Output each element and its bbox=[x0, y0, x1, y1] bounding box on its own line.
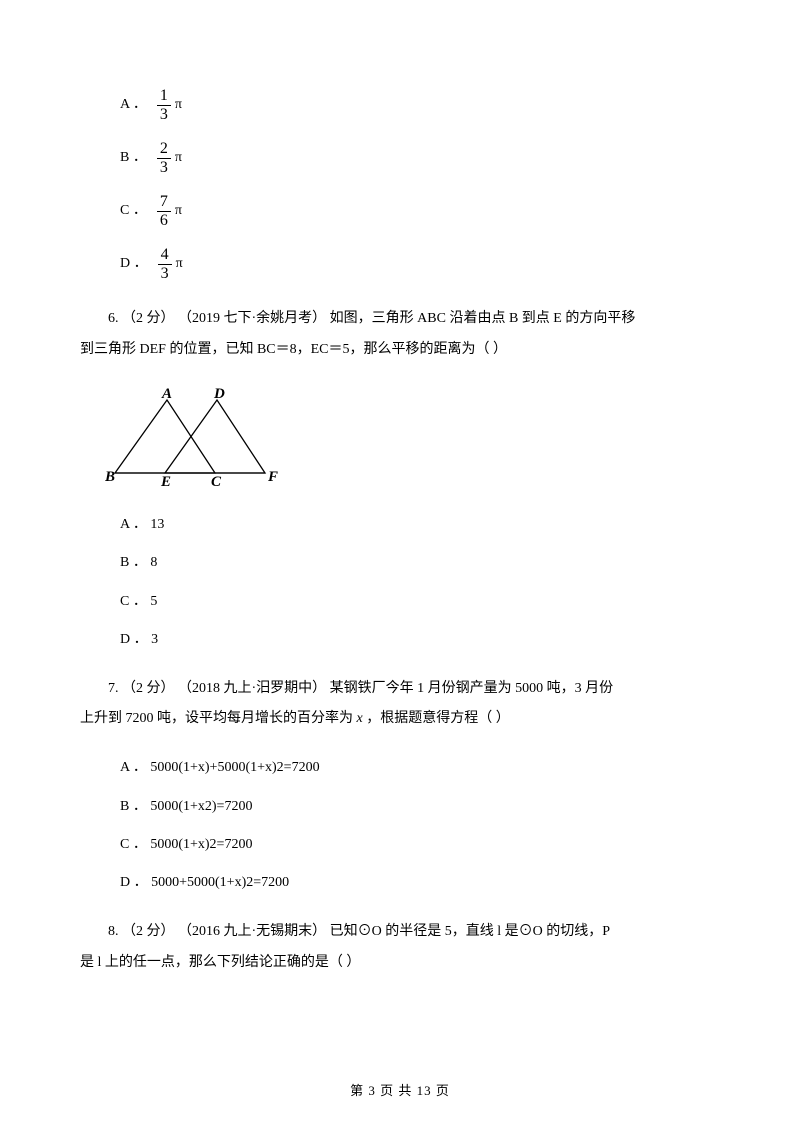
q8-stem-line1: 8. （2 分） （2016 九上·无锡期末） 已知⊙O 的半径是 5，直线 l… bbox=[108, 924, 610, 939]
pi-suffix: π bbox=[175, 200, 182, 222]
q6-figure: A D B E C F bbox=[105, 388, 720, 496]
numerator: 1 bbox=[157, 88, 171, 106]
choice-label: C ． bbox=[120, 200, 147, 222]
q7-choice-d: D ． 5000+5000(1+x)2=7200 bbox=[120, 872, 720, 894]
q5-choice-d: D ． 4 3 π bbox=[120, 247, 720, 282]
denominator: 3 bbox=[160, 106, 168, 123]
q6-stem-line2: 到三角形 DEF 的位置，已知 BC＝8，EC＝5，那么平移的距离为（ ） bbox=[80, 335, 507, 366]
triangle-def bbox=[165, 400, 265, 473]
q5-choice-a: A ． 1 3 π bbox=[120, 88, 720, 123]
label-e: E bbox=[160, 474, 171, 488]
q6-choice-c: C ． 5 bbox=[120, 591, 720, 613]
q7-stem-line2-part: 上升到 7200 吨，设平均每月增长的百分率为 bbox=[80, 711, 357, 726]
pi-suffix: π bbox=[175, 147, 182, 169]
q7-choice-b: B ． 5000(1+x2)=7200 bbox=[120, 796, 720, 818]
q6-stem: 6. （2 分） （2019 七下·余姚月考） 如图，三角形 ABC 沿着由点 … bbox=[80, 304, 720, 366]
fraction: 1 3 bbox=[157, 88, 171, 123]
q5-choice-c: C ． 7 6 π bbox=[120, 194, 720, 229]
page-footer: 第 3 页 共 13 页 bbox=[0, 1081, 800, 1102]
fraction: 4 3 bbox=[158, 247, 172, 282]
choice-label: D ． bbox=[120, 253, 148, 275]
q8-stem: 8. （2 分） （2016 九上·无锡期末） 已知⊙O 的半径是 5，直线 l… bbox=[80, 917, 720, 979]
denominator: 3 bbox=[161, 265, 169, 282]
label-a: A bbox=[161, 388, 172, 402]
numerator: 4 bbox=[158, 247, 172, 265]
fraction: 7 6 bbox=[157, 194, 171, 229]
q6-choice-a: A ． 13 bbox=[120, 514, 720, 536]
choice-label: B ． bbox=[120, 147, 147, 169]
triangle-abc bbox=[115, 400, 215, 473]
label-b: B bbox=[105, 469, 115, 485]
choice-label: A ． bbox=[120, 94, 147, 116]
label-c: C bbox=[211, 474, 222, 488]
numerator: 7 bbox=[157, 194, 171, 212]
q8-stem-line2: 是 l 上的任一点，那么下列结论正确的是（ ） bbox=[80, 955, 360, 970]
fraction: 2 3 bbox=[157, 141, 171, 176]
q7-stem: 7. （2 分） （2018 九上·汨罗期中） 某钢铁厂今年 1 月份钢产量为 … bbox=[80, 674, 720, 736]
denominator: 6 bbox=[160, 212, 168, 229]
numerator: 2 bbox=[157, 141, 171, 159]
label-d: D bbox=[213, 388, 225, 402]
q5-choice-b: B ． 2 3 π bbox=[120, 141, 720, 176]
q7-choice-a: A ． 5000(1+x)+5000(1+x)2=7200 bbox=[120, 757, 720, 779]
denominator: 3 bbox=[160, 159, 168, 176]
q7-choice-c: C ． 5000(1+x)2=7200 bbox=[120, 834, 720, 856]
q7-stem-tail: ，根据题意得方程（ ） bbox=[363, 711, 510, 726]
pi-suffix: π bbox=[175, 94, 182, 116]
q6-choice-b: B ． 8 bbox=[120, 552, 720, 574]
q6-choice-d: D ． 3 bbox=[120, 629, 720, 651]
triangle-translation-diagram: A D B E C F bbox=[105, 388, 285, 488]
q7-stem-line1: 7. （2 分） （2018 九上·汨罗期中） 某钢铁厂今年 1 月份钢产量为 … bbox=[108, 681, 613, 696]
pi-suffix: π bbox=[176, 253, 183, 275]
q6-stem-line1: 6. （2 分） （2019 七下·余姚月考） 如图，三角形 ABC 沿着由点 … bbox=[108, 311, 635, 326]
label-f: F bbox=[267, 469, 278, 485]
